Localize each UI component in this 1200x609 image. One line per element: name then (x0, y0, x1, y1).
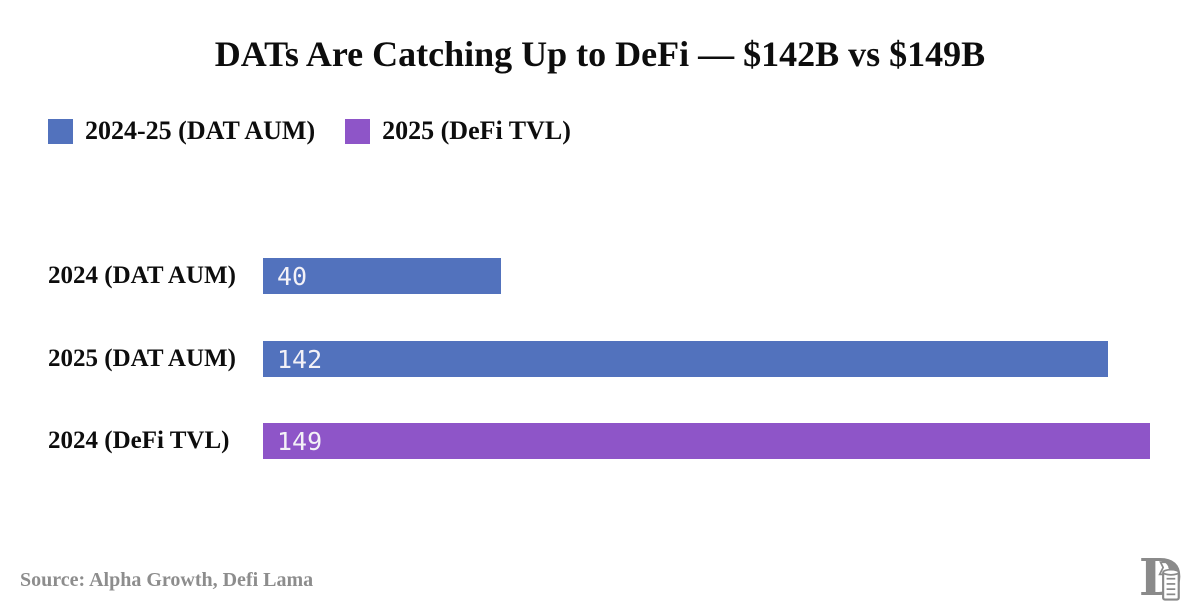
legend-item-defi-tvl: 2025 (DeFi TVL) (345, 118, 571, 144)
legend-label-dat-aum: 2024-25 (DAT AUM) (85, 116, 316, 145)
legend: 2024-25 (DAT AUM) 2025 (DeFi TVL) (48, 118, 571, 144)
bar-row-2024-dat-aum: 2024 (DAT AUM) 40 (0, 258, 1200, 294)
row-label-2025-dat-aum: 2025 (DAT AUM) (48, 345, 236, 372)
bar-track: 40 (263, 258, 1156, 294)
bar-value-label: 142 (277, 344, 323, 374)
legend-item-dat-aum: 2024-25 (DAT AUM) (48, 118, 315, 144)
bar-2025-dat-aum: 142 (263, 341, 1109, 377)
bar-row-2024-defi-tvl: 2024 (DeFi TVL) 149 (0, 423, 1200, 459)
legend-label-defi-tvl: 2025 (DeFi TVL) (382, 116, 571, 145)
row-label-2024-defi-tvl: 2024 (DeFi TVL) (48, 427, 230, 454)
bar-row-2025-dat-aum: 2025 (DAT AUM) 142 (0, 341, 1200, 377)
bar-value-label: 40 (277, 261, 308, 291)
row-label-2024-dat-aum: 2024 (DAT AUM) (48, 262, 236, 289)
bar-value-label: 149 (277, 426, 323, 456)
bar-track: 149 (263, 423, 1156, 459)
bar-track: 142 (263, 341, 1156, 377)
source-note: Source: Alpha Growth, Defi Lama (20, 569, 314, 591)
bar-2024-defi-tvl: 149 (263, 423, 1151, 459)
legend-swatch-blue (48, 118, 73, 144)
bar-2024-dat-aum: 40 (263, 258, 502, 294)
chart-title: DATs Are Catching Up to DeFi — $142B vs … (214, 34, 986, 74)
publisher-logo-icon: D (1139, 548, 1183, 606)
legend-swatch-purple (345, 118, 371, 144)
